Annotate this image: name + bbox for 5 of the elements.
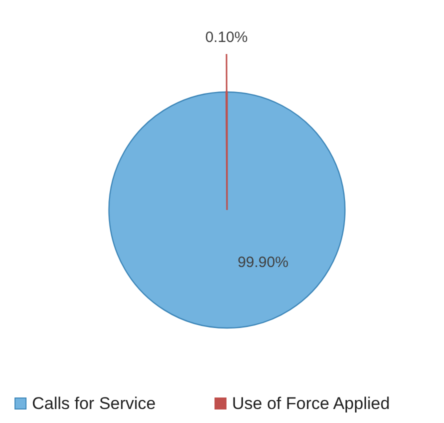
data-label: 0.10% bbox=[205, 29, 248, 46]
legend-label: Calls for Service bbox=[32, 394, 156, 413]
legend-label: Use of Force Applied bbox=[232, 394, 390, 413]
pie-slice bbox=[108, 91, 346, 328]
data-label: 99.90% bbox=[238, 254, 288, 271]
